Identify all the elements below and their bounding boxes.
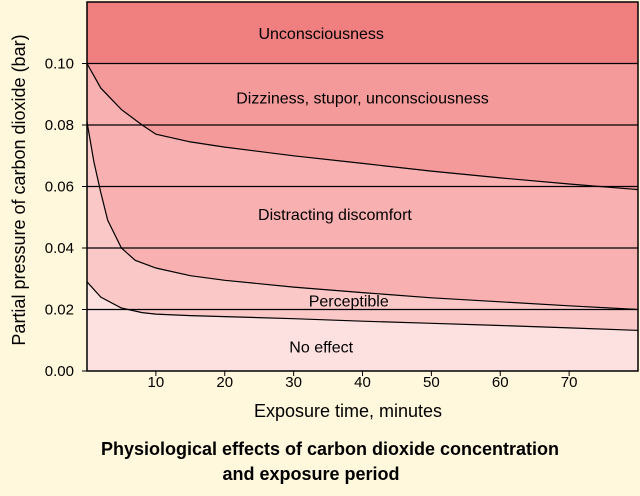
y-tick-label-4: 0.08 <box>45 117 74 134</box>
y-tick-label-0: 0.00 <box>45 363 74 380</box>
zone-dizziness-stupor-unconsciousness <box>87 63 638 190</box>
y-tick-label-2: 0.04 <box>45 240 74 257</box>
zone-label-perceptible: Perceptible <box>309 293 389 310</box>
zone-label-dizziness-stupor-unconsciousness: Dizziness, stupor, unconsciousness <box>236 90 489 107</box>
zone-unconsciousness <box>87 2 638 64</box>
zone-label-no-effect: No effect <box>289 339 353 356</box>
boundary-curve-3 <box>86 63 639 191</box>
x-tick-label-1: 20 <box>216 374 233 391</box>
x-tick-label-0: 10 <box>148 374 165 391</box>
x-tick-label-6: 70 <box>561 374 578 391</box>
y-axis-title: Partial pressure of carbon dioxide (bar) <box>9 34 29 345</box>
y-tick-label-1: 0.02 <box>45 302 74 319</box>
boundary-curve-1 <box>86 281 639 331</box>
y-tick-label-5: 0.10 <box>45 56 74 73</box>
y-tick-label-3: 0.06 <box>45 179 74 196</box>
boundary-curves <box>86 63 639 331</box>
zone-label-unconsciousness: Unconsciousness <box>258 26 383 43</box>
chart-title-line-1: Physiological effects of carbon dioxide … <box>101 439 559 459</box>
zone-no-effect <box>87 281 638 371</box>
gridlines <box>87 62 638 311</box>
zone-label-distracting-discomfort: Distracting discomfort <box>258 207 412 224</box>
chart-title-line-2: and exposure period <box>222 464 399 484</box>
x-tick-label-3: 40 <box>354 374 371 391</box>
zone-labels: No effect Perceptible Distracting discomfo… <box>236 26 489 357</box>
axis-ticks: 10 20 30 40 50 60 70 0.00 0.02 0.04 0.06 0.08 0.10 <box>45 56 578 392</box>
x-tick-label-2: 30 <box>285 374 302 391</box>
boundary-curve-2 <box>86 121 639 311</box>
x-axis-title: Exposure time, minutes <box>254 401 442 421</box>
x-tick-label-5: 60 <box>492 374 509 391</box>
x-tick-label-4: 50 <box>423 374 440 391</box>
